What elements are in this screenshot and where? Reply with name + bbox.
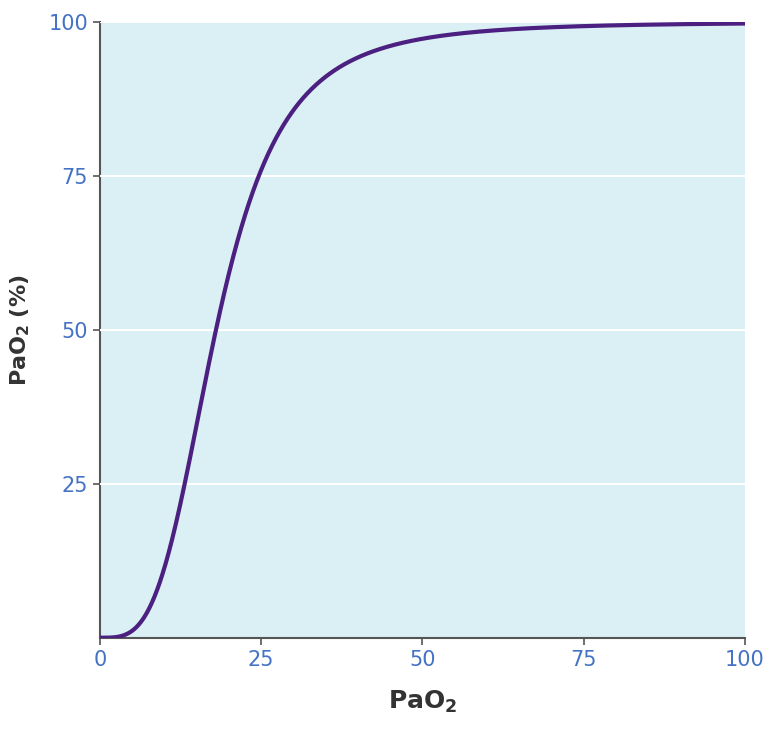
X-axis label: $\mathbf{PaO_2}$: $\mathbf{PaO_2}$ — [388, 689, 457, 715]
Y-axis label: $\mathbf{PaO_2}$ $\mathbf{(\%)}$: $\mathbf{PaO_2}$ $\mathbf{(\%)}$ — [8, 274, 31, 386]
